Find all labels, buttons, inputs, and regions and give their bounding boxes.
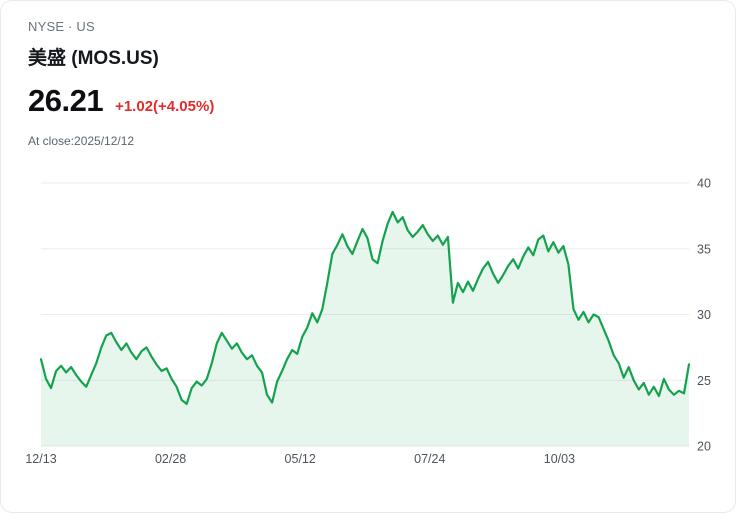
- market-label: NYSE · US: [28, 19, 95, 34]
- last-price: 26.21: [28, 83, 104, 118]
- x-tick-label: 10/03: [544, 452, 575, 466]
- as-of-timestamp: At close:2025/12/12: [28, 134, 135, 148]
- price-chart[interactable]: 20 25 30 35 40 12/13 02/28 05/12 07/24 10/03: [1, 159, 736, 513]
- x-tick-label: 05/12: [285, 452, 316, 466]
- x-tick-label: 02/28: [155, 452, 186, 466]
- price-area: [41, 211, 689, 446]
- y-tick-label: 40: [697, 177, 711, 191]
- y-tick-label: 25: [697, 374, 711, 388]
- price-row: 26.21 +1.02(+4.05%): [28, 83, 708, 119]
- price-change: +1.02(+4.05%): [115, 98, 215, 115]
- y-tick-label: 35: [697, 242, 711, 256]
- price-line: [39, 210, 691, 405]
- x-tick-label: 12/13: [25, 452, 56, 466]
- y-tick-label: 20: [697, 440, 711, 454]
- quote-header: NYSE · US 美盛 (MOS.US) 26.21 +1.02(+4.05%…: [1, 1, 735, 148]
- stock-title: 美盛 (MOS.US): [28, 48, 159, 69]
- x-tick-label: 07/24: [414, 452, 445, 466]
- y-tick-label: 30: [697, 308, 711, 322]
- price-chart-svg[interactable]: 20 25 30 35 40 12/13 02/28 05/12 07/24 10/03: [1, 159, 736, 513]
